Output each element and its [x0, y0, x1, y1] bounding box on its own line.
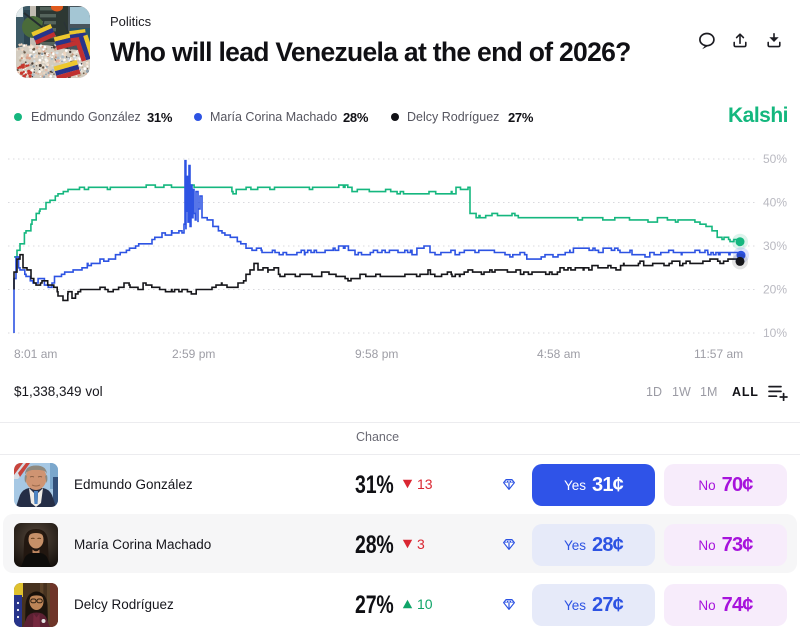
svg-text:10%: 10% [763, 326, 787, 340]
svg-text:40%: 40% [763, 196, 787, 210]
svg-text:30%: 30% [763, 239, 787, 253]
svg-text:20%: 20% [763, 283, 787, 297]
svg-text:50%: 50% [763, 152, 787, 166]
